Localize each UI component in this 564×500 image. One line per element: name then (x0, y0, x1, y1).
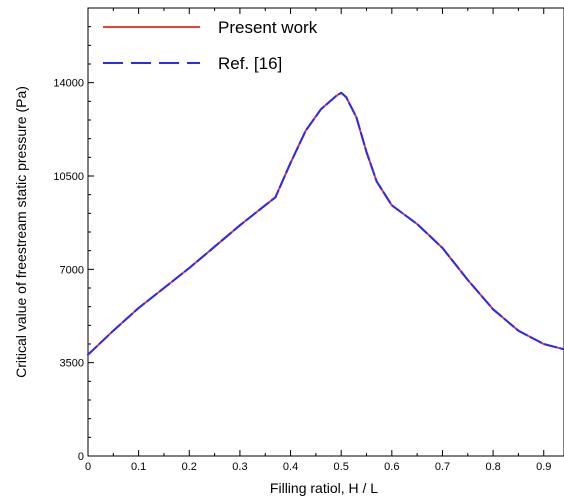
legend-label-ref-16: Ref. [16] (218, 54, 282, 73)
series-line-present-work (87, 91, 564, 356)
x-tick-label: 0.1 (131, 461, 146, 473)
series-layer (87, 91, 564, 356)
x-axis: 0 0.1 0.2 0.3 0.4 0.5 0.6 0.7 0.8 0.9 (85, 8, 551, 473)
legend-label-present-work: Present work (218, 18, 318, 37)
x-tick-label: 0.5 (334, 461, 349, 473)
x-tick-label: 0.9 (536, 461, 551, 473)
legend: Present work Ref. [16] (103, 18, 318, 73)
y-axis-label: Critical value of freestream static pres… (13, 86, 29, 378)
y-tick-label: 0 (78, 451, 84, 463)
x-tick-label: 0 (85, 461, 91, 473)
y-axis: 0 3500 7000 10500 14000 (53, 26, 94, 463)
x-tick-label: 0.6 (384, 461, 399, 473)
plot-frame (87, 7, 564, 457)
y-tick-label: 10500 (53, 171, 84, 183)
x-tick-label: 0.8 (485, 461, 500, 473)
y-tick-label: 14000 (53, 78, 84, 90)
series-line-ref-16 (87, 91, 564, 356)
x-tick-label: 0.2 (182, 461, 197, 473)
y-tick-label: 7000 (60, 264, 84, 276)
x-axis-label: Filling ratiol, H / L (270, 480, 378, 496)
x-tick-label: 0.4 (283, 461, 298, 473)
y-tick-label: 3500 (60, 358, 84, 370)
x-tick-label: 0.7 (435, 461, 450, 473)
x-tick-label: 0.3 (232, 461, 247, 473)
